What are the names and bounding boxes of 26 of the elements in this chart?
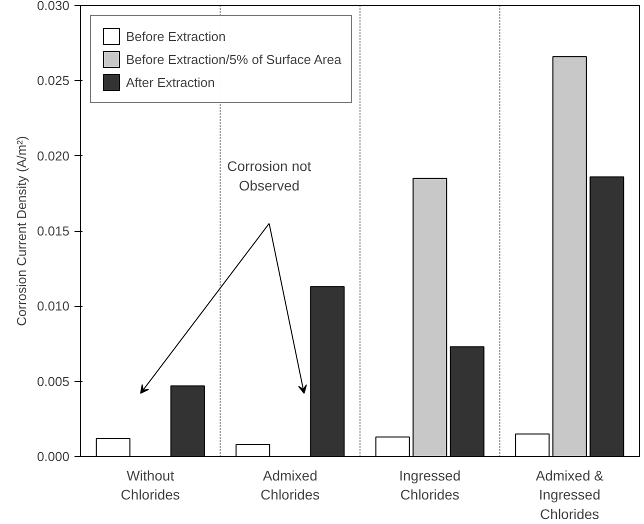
bar xyxy=(236,444,270,456)
bar xyxy=(375,436,410,456)
y-tick-label: 0.025 xyxy=(36,73,70,88)
y-tick-label: 0.005 xyxy=(36,374,70,389)
y-axis-title: Corrosion Current Density (A/m²) xyxy=(14,136,29,326)
y-tick-label: 0.015 xyxy=(36,224,70,238)
legend-label: Before Extraction/5% of Surface Area xyxy=(126,52,342,66)
x-tick-label: Admixed & Ingressed Chlorides xyxy=(536,468,604,522)
bar xyxy=(412,178,448,456)
legend-label: Before Extraction xyxy=(126,28,226,44)
bar xyxy=(170,385,205,456)
x-tick-label: Admixed Chlorides xyxy=(260,468,320,503)
y-tick-label: 0.010 xyxy=(36,298,70,314)
annotation: Corrosion not Observed xyxy=(227,158,312,194)
x-tick-label: Ingressed Chlorides xyxy=(399,468,461,503)
y-tick-label: 0.000 xyxy=(36,449,70,464)
bar xyxy=(590,176,624,456)
bar xyxy=(552,56,587,456)
bar xyxy=(515,433,550,456)
bar xyxy=(96,438,130,456)
legend-label: After Extraction xyxy=(126,74,215,90)
bar xyxy=(450,346,484,456)
y-tick-label: 0.030 xyxy=(36,0,70,13)
bar xyxy=(310,286,345,456)
y-tick-label: 0.020 xyxy=(36,148,70,164)
x-tick-label: Without Chlorides xyxy=(120,468,180,503)
